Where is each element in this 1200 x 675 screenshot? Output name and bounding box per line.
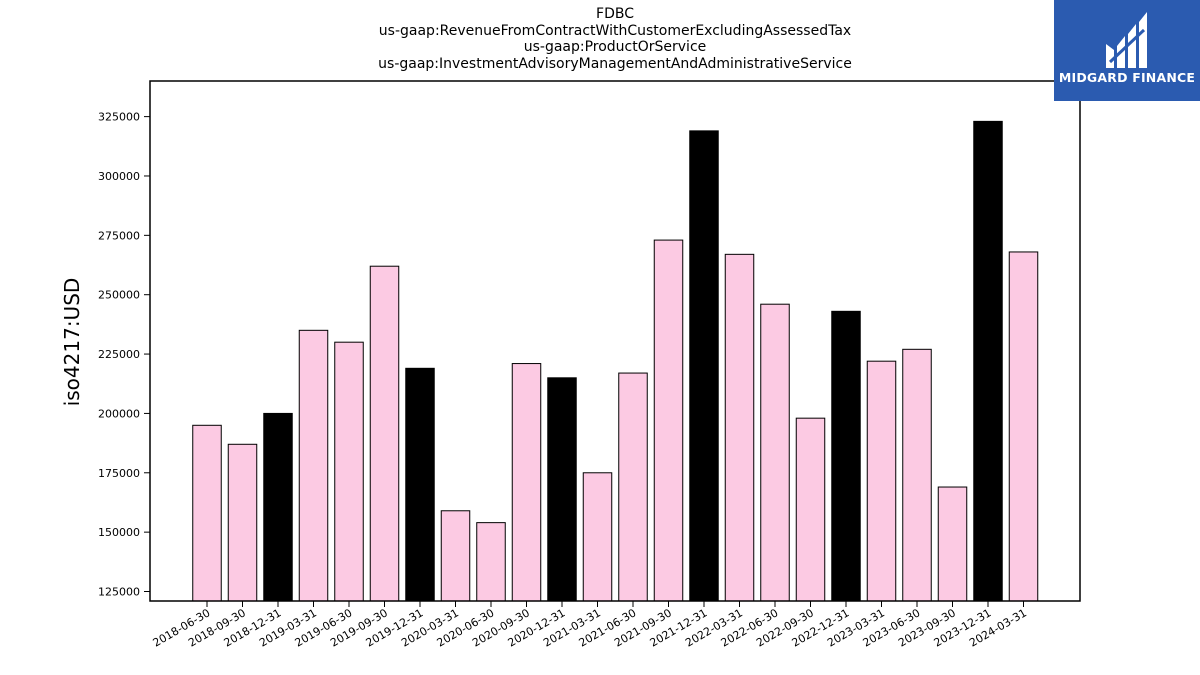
bar-2021-09-30 <box>653 239 684 602</box>
bar-2021-03-31 <box>582 472 613 602</box>
y-tick-label-250000: 250000 <box>98 289 140 302</box>
y-tick-label-325000: 325000 <box>98 111 140 124</box>
y-tick-label-300000: 300000 <box>98 170 140 183</box>
y-tick-label-125000: 125000 <box>98 586 140 599</box>
bar-2022-03-31 <box>724 253 755 602</box>
bar-2022-09-30 <box>795 417 826 602</box>
bar-2018-12-31 <box>263 412 293 602</box>
title-line-member: us-gaap:InvestmentAdvisoryManagementAndA… <box>378 55 852 72</box>
bar-2023-06-30 <box>902 348 932 602</box>
y-tick-label-175000: 175000 <box>98 467 140 480</box>
bar-2019-12-31 <box>405 367 435 602</box>
y-tick-label-200000: 200000 <box>98 407 140 420</box>
bar-2019-03-31 <box>298 329 329 602</box>
bar-2022-12-31 <box>831 310 861 602</box>
bar-2023-09-30 <box>937 486 968 602</box>
bar-2023-03-31 <box>866 360 897 602</box>
bar-2020-03-31 <box>440 510 471 602</box>
bar-2021-06-30 <box>618 372 648 602</box>
y-axis-label: iso4217:USD <box>60 277 84 407</box>
bar-2019-06-30 <box>334 341 364 602</box>
bar-2018-06-30 <box>192 424 222 602</box>
bar-2019-09-30 <box>369 265 400 602</box>
bar-2020-09-30 <box>511 363 542 602</box>
bar-2024-03-31 <box>1008 251 1039 602</box>
bar-2020-12-31 <box>547 377 577 602</box>
midgard-finance-logo: MIDGARD FINANCE <box>1054 0 1200 101</box>
title-line-axis: us-gaap:ProductOrService <box>523 39 707 55</box>
bar-2022-06-30 <box>760 303 790 602</box>
logo-text: MIDGARD FINANCE <box>1058 70 1196 85</box>
bar-2020-06-30 <box>476 522 506 602</box>
y-tick-label-150000: 150000 <box>98 526 140 539</box>
bar-2018-09-30 <box>227 443 258 602</box>
title-line-concept: us-gaap:RevenueFromContractWithCustomerE… <box>378 22 852 39</box>
y-tick-label-275000: 275000 <box>98 229 140 242</box>
chart-title: FDBC us-gaap:RevenueFromContractWithCust… <box>150 6 1080 72</box>
bar-2023-12-31 <box>973 120 1003 602</box>
y-tick-label-225000: 225000 <box>98 348 140 361</box>
midgard-logo-mark-icon <box>1106 12 1147 68</box>
plot-frame <box>149 80 1081 602</box>
title-line-ticker: FDBC <box>596 6 634 22</box>
bar-2021-12-31 <box>689 130 719 602</box>
